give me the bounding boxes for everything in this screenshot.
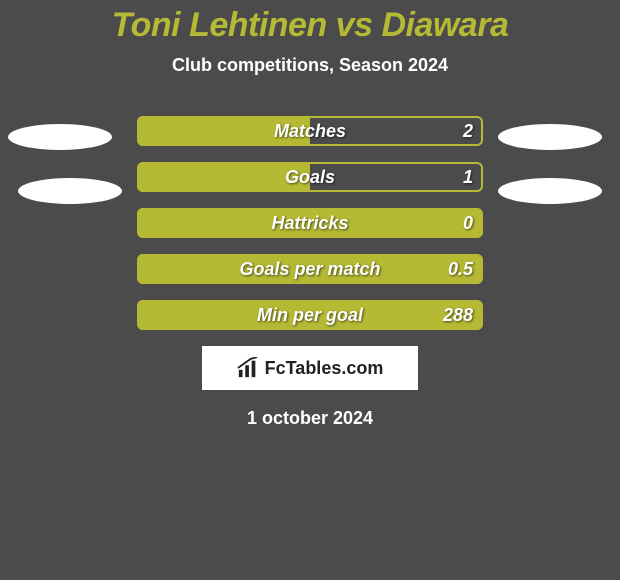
stat-bar-label: Goals	[137, 162, 483, 192]
stat-bar: Goals1	[137, 162, 483, 192]
stat-bar-value: 0	[463, 208, 473, 238]
stat-bar: Matches2	[137, 116, 483, 146]
bar-chart-icon	[237, 357, 259, 379]
stat-bar: Hattricks0	[137, 208, 483, 238]
stat-bar-label: Hattricks	[137, 208, 483, 238]
stats-area: Matches2Goals1Hattricks0Goals per match0…	[0, 116, 620, 429]
stat-bar-value: 0.5	[448, 254, 473, 284]
bar-list: Matches2Goals1Hattricks0Goals per match0…	[137, 116, 483, 330]
stat-bar: Min per goal288	[137, 300, 483, 330]
stat-bar-value: 288	[443, 300, 473, 330]
brand-text: FcTables.com	[265, 358, 384, 379]
page-title: Toni Lehtinen vs Diawara	[0, 0, 620, 45]
brand-box: FcTables.com	[202, 346, 418, 390]
stat-bar-label: Goals per match	[137, 254, 483, 284]
date-text: 1 october 2024	[0, 408, 620, 429]
stat-bar: Goals per match0.5	[137, 254, 483, 284]
stat-bar-value: 2	[463, 116, 473, 146]
stat-bar-value: 1	[463, 162, 473, 192]
page-subtitle: Club competitions, Season 2024	[0, 55, 620, 76]
stat-bar-label: Min per goal	[137, 300, 483, 330]
stat-bar-label: Matches	[137, 116, 483, 146]
